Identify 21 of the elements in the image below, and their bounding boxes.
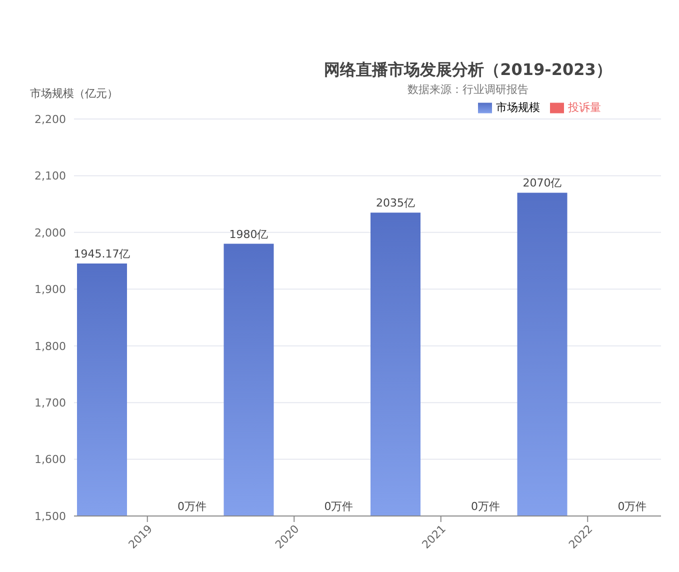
y-tick-label: 1,900 xyxy=(34,283,66,296)
data-label: 2070亿 xyxy=(522,176,562,190)
text: 0万件 xyxy=(324,500,354,513)
y-tick-label: 1,800 xyxy=(34,340,66,353)
text: 0万件 xyxy=(471,500,500,513)
legend-label: 投诉量 xyxy=(568,101,601,114)
y-tick-label: 2,200 xyxy=(34,112,66,126)
y-tick-label: 2,000 xyxy=(34,226,66,240)
legend-label: 市场规模 xyxy=(496,101,540,114)
y-tick-label: 1,700 xyxy=(34,396,66,410)
y-tick-label: 1,600 xyxy=(34,453,66,466)
data-label: 1980亿 xyxy=(229,228,268,241)
text: 0万件 xyxy=(178,500,206,513)
text: 0万件 xyxy=(618,500,647,513)
chart-subtitle: 数据来源：行业调研报告 xyxy=(406,82,530,97)
chart-title: 网络直播市场发展分析（2019-2023） xyxy=(323,60,613,81)
y-axis-title: 市场规模（亿元） xyxy=(30,86,118,101)
data-label: 1945.17亿 xyxy=(74,248,130,261)
y-tick-label: 1,500 xyxy=(34,510,66,523)
data-label: 2035亿 xyxy=(376,196,415,210)
y-tick-label: 2,100 xyxy=(34,170,66,183)
